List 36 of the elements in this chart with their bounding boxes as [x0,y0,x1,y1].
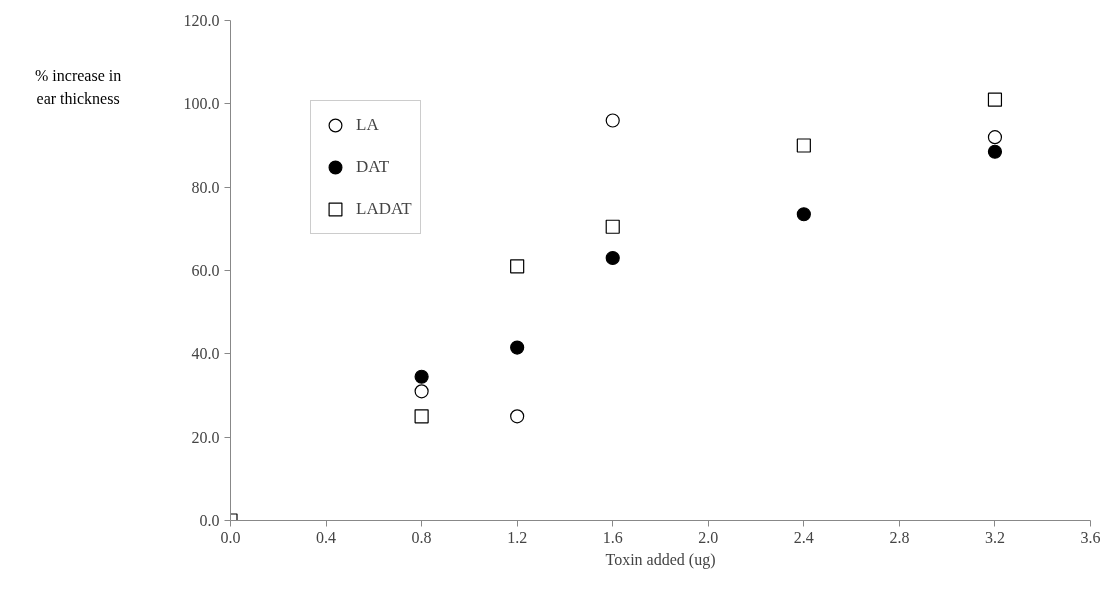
x-tick-label: 2.0 [698,528,719,546]
x-axis-title: Toxin added (ug) [605,550,716,569]
point [510,409,525,424]
point [605,113,620,128]
y-tick-label: 80.0 [191,178,220,196]
x-tick-label: 2.8 [889,528,910,546]
x-tick-label: 1.6 [602,528,623,546]
point [414,384,429,399]
legend-label: LADAT [356,199,412,219]
point [510,259,525,274]
point [414,369,429,384]
y-axis-title: % increase in ear thickness [35,66,122,109]
x-tick-label: 0.8 [411,528,432,546]
y-tick-label: 40.0 [191,345,220,363]
x-tick-label: 2.4 [793,528,814,546]
x-tick-label: 3.6 [1080,528,1101,546]
point [796,207,811,222]
x-tick-label: 0.0 [220,528,241,546]
point [510,340,525,355]
point [605,250,620,266]
y-tick-label: 100.0 [183,95,220,113]
point [796,138,811,153]
y-tick-label: 0.0 [199,512,220,529]
y-tick-label: 60.0 [191,262,220,279]
point [987,130,1003,145]
x-tick-label: 0.4 [316,528,337,546]
y-tick-label: 20.0 [191,428,220,446]
point [414,409,429,424]
x-tick-label: 1.2 [507,528,528,546]
legend-label: LA [356,115,379,135]
point [987,144,1003,159]
point [987,92,1003,107]
y-tick-label: 120.0 [183,12,220,29]
point [605,219,620,234]
x-tick-label: 3.2 [984,528,1005,546]
legend-label: DAT [356,157,390,177]
